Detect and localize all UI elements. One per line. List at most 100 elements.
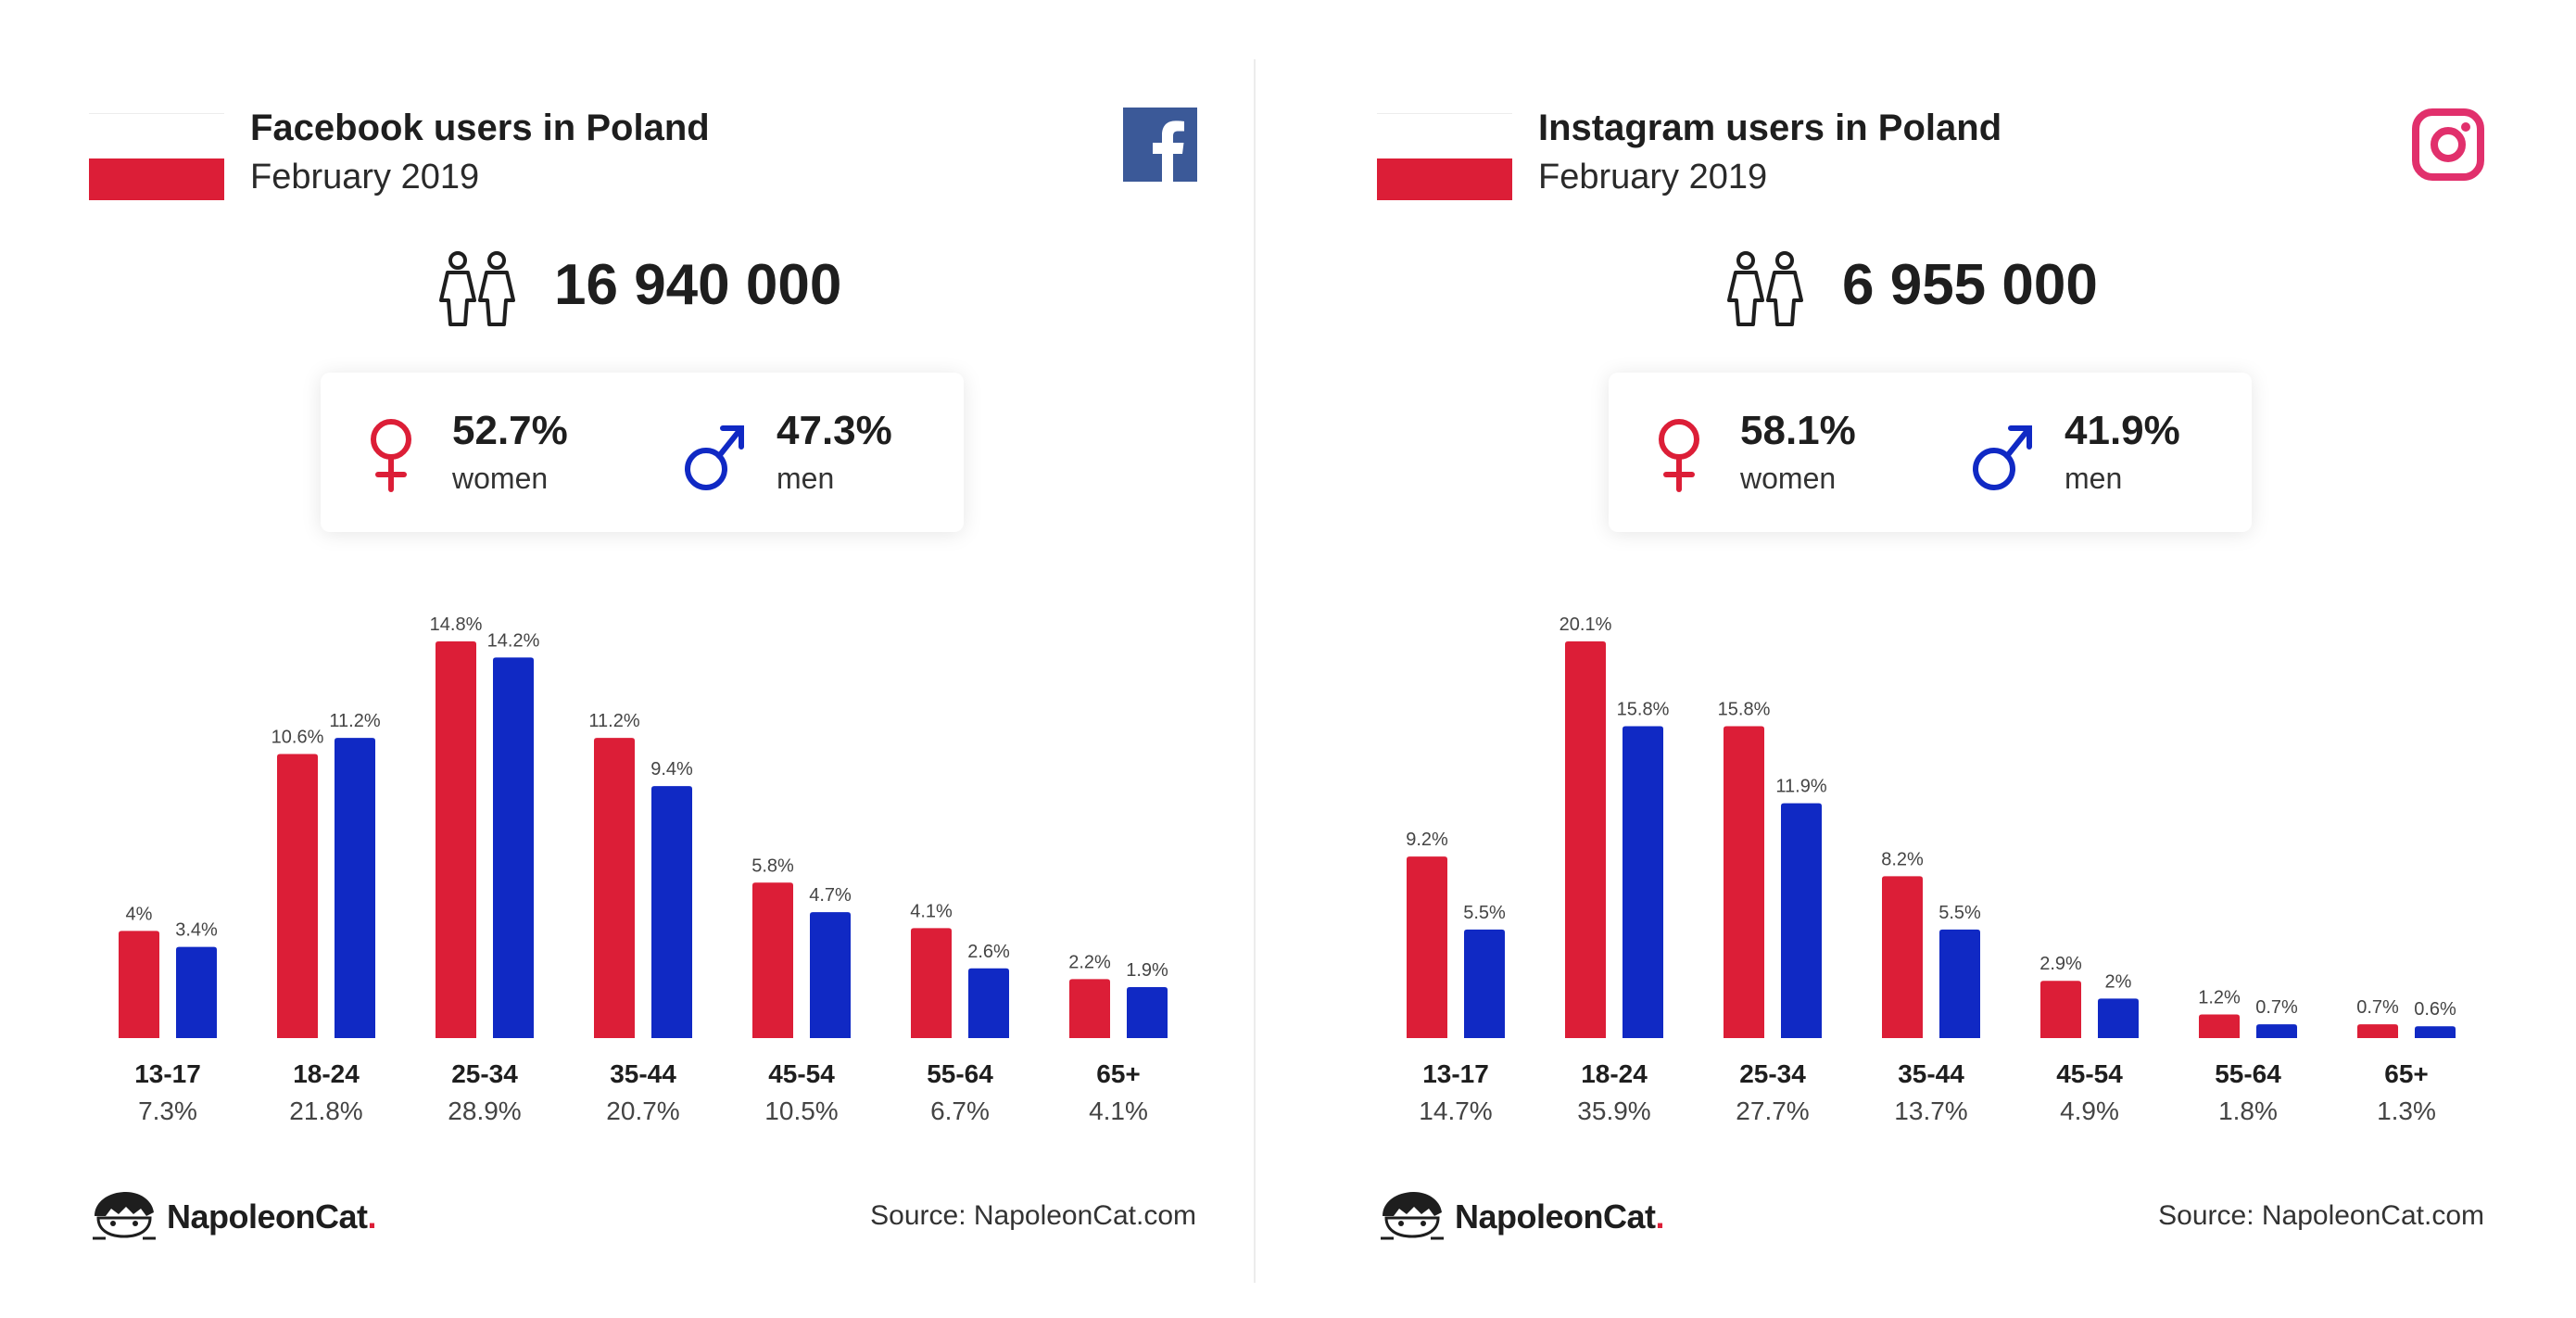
bar-women-45-54: [752, 882, 793, 1038]
women-label: women: [452, 462, 549, 495]
panel-title: Instagram users in Poland: [1538, 108, 2002, 148]
poland-flag: [89, 113, 224, 200]
data-label-men-65+: 0.6%: [2414, 999, 2456, 1020]
age-gender-bar-chart: 4% 3.4% 13-17 7.3% 10.6% 11.2% 18-24 21.8% 14.8%…: [0, 575, 1254, 1149]
users-icon: [1727, 251, 1803, 326]
category-total-35-44: 13.7%: [1894, 1096, 1967, 1125]
instagram-panel: Instagram users in Poland February 2019 …: [1288, 0, 2542, 1318]
data-label-men-13-17: 3.4%: [175, 920, 218, 941]
women-label: women: [1740, 462, 1837, 495]
data-label-men-65+: 1.9%: [1126, 960, 1168, 981]
logo-text: NapoleonCat.: [167, 1198, 377, 1236]
category-total-65+: 4.1%: [1089, 1096, 1148, 1125]
category-label-65+: 65+: [2384, 1059, 2429, 1088]
data-label-men-25-34: 11.9%: [1775, 777, 1826, 797]
bar-women-65+: [2357, 1024, 2398, 1038]
data-label-men-18-24: 11.2%: [329, 711, 380, 731]
chart-svg: 9.2% 5.5% 13-17 14.7% 20.1% 15.8% 18-24 35.9% 15…: [1406, 615, 2456, 1125]
bar-women-25-34: [1724, 726, 1764, 1038]
total-users: 16 940 000: [554, 253, 842, 317]
bar-men-25-34: [1781, 803, 1822, 1038]
data-label-men-35-44: 9.4%: [650, 759, 693, 779]
category-label-65+: 65+: [1096, 1059, 1141, 1088]
users-icon: [439, 251, 515, 326]
napoleoncat-logo: NapoleonCat.: [89, 1188, 377, 1244]
facebook-panel: Facebook users in Poland February 2019 1…: [0, 0, 1254, 1318]
men-label: men: [2065, 462, 2123, 495]
poland-flag: [1377, 113, 1512, 200]
data-label-women-13-17: 4%: [126, 904, 153, 924]
category-total-45-54: 4.9%: [2060, 1096, 2119, 1125]
women-percentage: 58.1%: [1740, 408, 1856, 453]
bar-men-13-17: [1464, 929, 1505, 1038]
male-icon: [685, 425, 744, 490]
logo-name: NapoleonCat: [1455, 1198, 1656, 1236]
data-label-women-45-54: 2.9%: [2039, 954, 2082, 974]
chart-svg: 4%3.4%13-177.3%10.6%11.2%18-2421.8%14.8%…: [119, 615, 1168, 1125]
gender-card: 52.7% women 47.3% men: [321, 373, 964, 532]
data-label-women-13-17: 9.2%: [1406, 830, 1448, 850]
data-label-women-35-44: 8.2%: [1881, 849, 1924, 869]
panel-subtitle: February 2019: [250, 158, 480, 196]
category-total-45-54: 10.5%: [764, 1096, 838, 1125]
logo-dot: .: [1655, 1198, 1665, 1236]
category-total-35-44: 20.7%: [606, 1096, 679, 1125]
category-label-45-54: 45-54: [768, 1059, 835, 1088]
category-label-35-44: 35-44: [610, 1059, 676, 1088]
data-label-women-65+: 2.2%: [1068, 952, 1111, 972]
bar-men-18-24: [1623, 726, 1663, 1038]
women-percentage: 52.7%: [452, 408, 568, 453]
bar-women-13-17: [119, 931, 159, 1038]
bar-women-18-24: [1565, 641, 1606, 1038]
bar-women-18-24: [277, 754, 318, 1038]
category-total-65+: 1.3%: [2377, 1096, 2436, 1125]
logo-dot: .: [367, 1198, 377, 1236]
men-percentage: 47.3%: [777, 408, 892, 453]
category-label-13-17: 13-17: [134, 1059, 201, 1088]
category-label-25-34: 25-34: [451, 1059, 518, 1088]
bar-men-55-64: [2256, 1024, 2297, 1038]
bar-women-55-64: [2199, 1014, 2240, 1038]
panel-title: Facebook users in Poland: [250, 108, 710, 148]
bar-women-35-44: [1882, 876, 1923, 1038]
category-total-55-64: 6.7%: [930, 1096, 990, 1125]
panel-subtitle: February 2019: [1538, 158, 1768, 196]
data-label-women-25-34: 14.8%: [430, 615, 483, 635]
data-label-men-13-17: 5.5%: [1463, 903, 1506, 923]
female-icon: [371, 419, 411, 492]
data-label-women-55-64: 4.1%: [910, 901, 953, 921]
data-label-women-25-34: 15.8%: [1718, 700, 1771, 720]
category-label-25-34: 25-34: [1739, 1059, 1806, 1088]
data-label-men-45-54: 4.7%: [809, 885, 852, 906]
bar-men-35-44: [1939, 929, 1980, 1038]
men-percentage: 41.9%: [2065, 408, 2180, 453]
data-label-women-35-44: 11.2%: [588, 711, 639, 731]
bar-men-35-44: [651, 786, 692, 1038]
data-label-women-18-24: 10.6%: [271, 727, 324, 747]
bar-women-55-64: [911, 928, 952, 1038]
category-label-18-24: 18-24: [1581, 1059, 1648, 1088]
source-note: Source: NapoleonCat.com: [2158, 1200, 2484, 1231]
bar-men-18-24: [335, 738, 375, 1038]
age-gender-bar-chart: 9.2% 5.5% 13-17 14.7% 20.1% 15.8% 18-24 35.9% 15…: [1288, 575, 2542, 1149]
total-users: 6 955 000: [1842, 253, 2098, 317]
logo-name: NapoleonCat: [167, 1198, 368, 1236]
data-label-men-25-34: 14.2%: [487, 630, 540, 651]
female-icon: [1659, 419, 1699, 492]
data-label-women-45-54: 5.8%: [751, 855, 794, 876]
facebook-icon: [1123, 108, 1197, 182]
source-note: Source: NapoleonCat.com: [870, 1200, 1196, 1231]
category-total-25-34: 27.7%: [1736, 1096, 1809, 1125]
panel-divider: [1254, 59, 1256, 1283]
data-label-men-45-54: 2%: [2105, 971, 2132, 992]
logo-text: NapoleonCat.: [1455, 1198, 1665, 1236]
bar-men-65+: [2415, 1026, 2456, 1038]
data-label-women-55-64: 1.2%: [2198, 987, 2241, 1008]
bar-women-25-34: [436, 641, 476, 1038]
category-label-55-64: 55-64: [2215, 1059, 2281, 1088]
bar-men-45-54: [2098, 998, 2139, 1038]
category-label-18-24: 18-24: [293, 1059, 360, 1088]
bar-women-45-54: [2040, 981, 2081, 1038]
bar-men-25-34: [493, 657, 534, 1038]
category-total-25-34: 28.9%: [448, 1096, 521, 1125]
